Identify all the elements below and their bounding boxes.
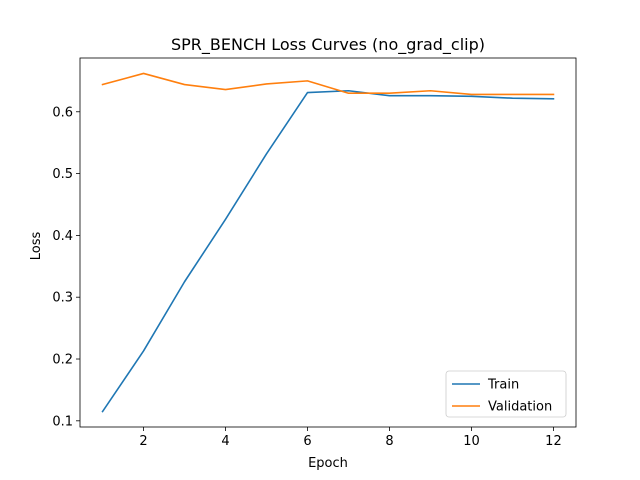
chart-title: SPR_BENCH Loss Curves (no_grad_clip) [171,35,485,55]
y-tick-label: 0.6 [52,105,73,120]
x-axis: 2 4 6 8 10 12 [139,427,562,449]
y-tick-label: 0.3 [52,291,73,306]
x-tick-label: 8 [385,434,393,449]
x-axis-label: Epoch [308,456,348,471]
legend-label-train: Train [487,378,519,393]
y-axis: 0.1 0.2 0.3 0.4 0.5 0.6 [52,105,80,429]
series-line-validation [101,72,555,96]
plot-area [79,57,577,428]
legend-label-validation: Validation [488,400,552,415]
y-tick-label: 0.1 [52,414,73,429]
y-tick-label: 0.2 [52,353,73,368]
x-tick-label: 6 [303,434,311,449]
axes-frame [79,57,577,428]
y-axis-label: Loss [29,232,44,261]
x-tick-label: 4 [221,434,229,449]
series-line-train [101,89,555,413]
legend: Train Validation [445,370,567,418]
series-layer [101,72,555,413]
x-tick-label: 10 [463,434,480,449]
y-tick-label: 0.5 [52,167,73,182]
y-tick-label: 0.4 [52,229,73,244]
x-tick-label: 12 [545,434,562,449]
x-tick-label: 2 [139,434,147,449]
